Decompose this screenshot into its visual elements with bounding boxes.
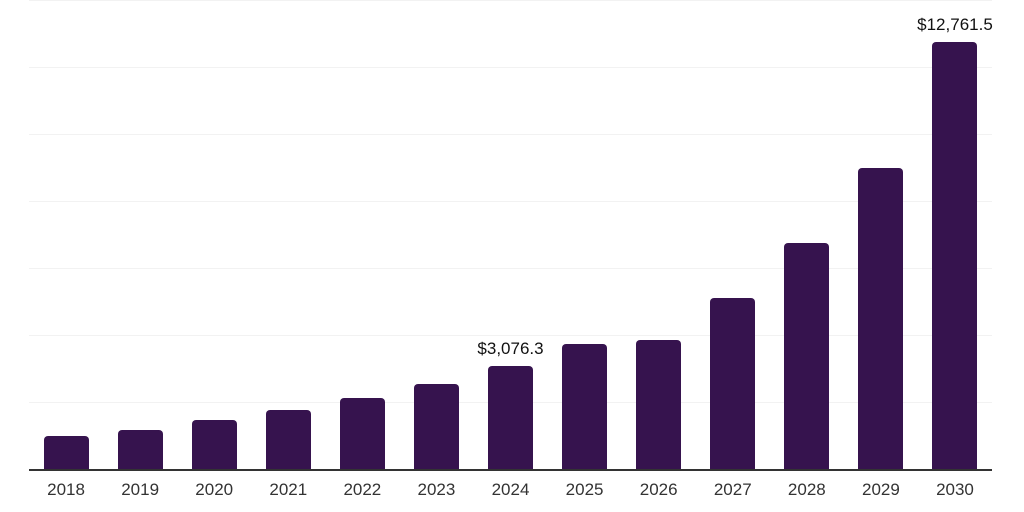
bar-series: $3,076.3 $12,761.5 (29, 0, 993, 469)
bar-2028 (784, 242, 830, 469)
bar-slot (29, 0, 103, 469)
x-axis-label-2021: 2021 (269, 480, 308, 499)
bar-slot (548, 0, 622, 469)
bar-2019 (117, 429, 163, 469)
gridline (29, 134, 992, 135)
bar-slot: $3,076.3 (473, 0, 547, 469)
bar-slot (177, 0, 251, 469)
bar-slot (696, 0, 770, 469)
gridline (29, 67, 992, 68)
bar-2021 (265, 410, 311, 469)
x-axis-label-2030: 2030 (936, 480, 974, 499)
bar-slot (844, 0, 918, 469)
gridline (29, 0, 992, 1)
bar-2029 (858, 167, 904, 469)
value-label-2024: $3,076.3 (477, 338, 544, 358)
bar-2024 (488, 365, 533, 469)
bar-2018 (43, 436, 89, 469)
bar-slot (251, 0, 325, 469)
bar-2030 (932, 41, 978, 469)
bar-2020 (191, 420, 237, 469)
gridline (29, 335, 992, 336)
bar-slot (103, 0, 177, 469)
x-axis-label-2019: 2019 (121, 480, 160, 499)
bar-2022 (339, 398, 385, 469)
bar-slot: $12,761.5 (917, 0, 993, 469)
x-axis-label-2018: 2018 (47, 480, 85, 499)
bar-2023 (413, 384, 459, 469)
plot-area: $3,076.3 $12,761.5 (29, 0, 993, 471)
bar-chart: $3,076.3 $12,761.5 2018 2019 2020 2021 2022 20… (29, 0, 993, 500)
bar-2026 (636, 339, 682, 469)
x-axis-label-2028: 2028 (787, 480, 826, 499)
bar-slot (325, 0, 399, 469)
x-axis-label-2029: 2029 (861, 480, 900, 499)
x-axis-label-2023: 2023 (417, 480, 456, 499)
x-axis-label-2022: 2022 (343, 480, 382, 499)
x-axis-label-2027: 2027 (713, 480, 752, 499)
x-axis-label-2025: 2025 (565, 480, 604, 499)
bar-slot (622, 0, 696, 469)
bar-2027 (710, 298, 756, 469)
gridline (29, 201, 992, 202)
bar-slot (770, 0, 844, 469)
x-axis-label-2020: 2020 (195, 480, 234, 499)
bar-slot (399, 0, 473, 469)
x-axis-label-2026: 2026 (639, 480, 678, 499)
gridline (29, 268, 992, 269)
x-axis-label-2024: 2024 (491, 480, 530, 499)
x-axis: 2018 2019 2020 2021 2022 2023 2024 2025 2026 2027… (29, 471, 992, 500)
bar-2025 (562, 343, 608, 469)
value-label-2030: $12,761.5 (917, 14, 993, 34)
